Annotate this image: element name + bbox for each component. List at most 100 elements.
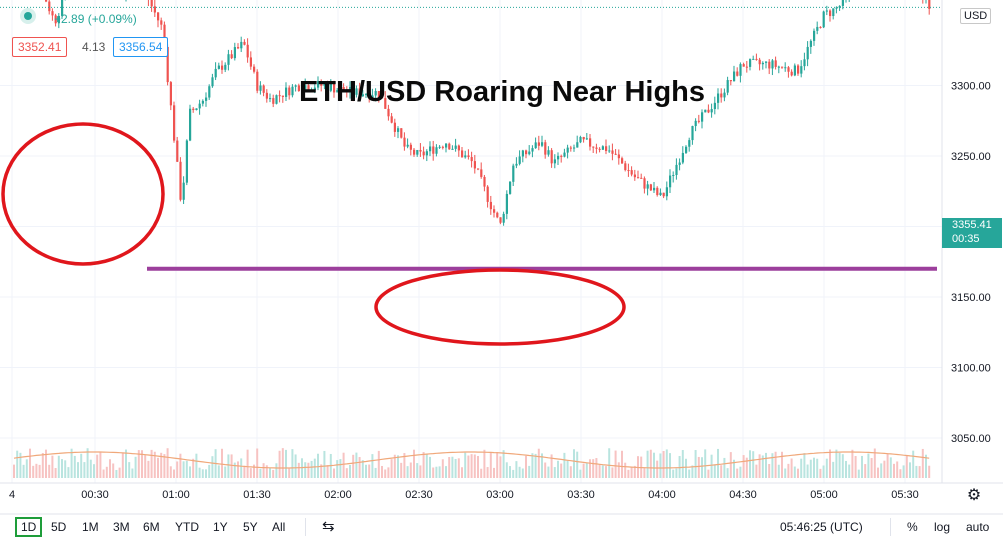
candle-body bbox=[592, 146, 595, 148]
volume-bar bbox=[451, 456, 454, 478]
volume-bar bbox=[793, 466, 796, 478]
candle-body bbox=[470, 157, 473, 162]
volume-bar bbox=[51, 455, 54, 478]
volume-bar bbox=[281, 448, 284, 478]
utc-clock[interactable]: 05:46:25 (UTC) bbox=[780, 520, 863, 534]
currency-label[interactable]: USD bbox=[960, 8, 992, 24]
volume-bar bbox=[422, 452, 425, 478]
volume-bar bbox=[768, 464, 771, 478]
volume-bar bbox=[86, 448, 89, 478]
log-toggle[interactable]: log bbox=[934, 520, 951, 534]
separator bbox=[890, 518, 891, 536]
candle-body bbox=[675, 164, 678, 176]
candle-body bbox=[445, 143, 448, 148]
timeframe-1d[interactable]: 1D bbox=[15, 517, 43, 537]
volume-bar bbox=[390, 459, 393, 478]
volume-bar bbox=[915, 465, 918, 478]
date-range-icon[interactable]: ⇆ bbox=[322, 518, 335, 535]
volume-bar bbox=[627, 469, 630, 478]
candle-body bbox=[566, 147, 569, 153]
candle-body bbox=[649, 184, 652, 191]
candle-body bbox=[742, 64, 745, 67]
volume-bar bbox=[528, 465, 531, 478]
candle-body bbox=[217, 65, 220, 69]
candle-body bbox=[573, 147, 576, 149]
timeframe-1m[interactable]: 1M bbox=[82, 520, 99, 534]
volume-bar bbox=[61, 459, 63, 478]
volume-bar bbox=[35, 463, 38, 478]
candle-body bbox=[374, 91, 377, 96]
candle-body bbox=[547, 150, 550, 155]
timeframe-all[interactable]: All bbox=[272, 520, 286, 534]
volume-bar bbox=[691, 465, 694, 478]
volume-bar bbox=[646, 450, 649, 478]
ask-price-box[interactable]: 3356.54 bbox=[113, 37, 169, 57]
volume-bar bbox=[685, 458, 687, 478]
volume-bar bbox=[179, 453, 182, 478]
candle-body bbox=[710, 109, 713, 113]
candle-body bbox=[569, 147, 572, 149]
volume-bar bbox=[253, 464, 255, 478]
volume-bar bbox=[249, 468, 252, 478]
x-tick-label: 05:30 bbox=[891, 489, 919, 501]
volume-bar bbox=[749, 450, 751, 478]
volume-bar bbox=[665, 449, 668, 478]
timeframe-5y[interactable]: 5Y bbox=[243, 520, 258, 534]
volume-bar bbox=[118, 467, 121, 478]
candle-body bbox=[448, 143, 451, 150]
candle-body bbox=[576, 142, 579, 148]
volume-bar bbox=[272, 469, 275, 478]
timeframe-5d[interactable]: 5D bbox=[51, 520, 67, 534]
volume-bar bbox=[291, 449, 294, 478]
volume-bar bbox=[429, 456, 431, 478]
volume-bar bbox=[265, 465, 268, 478]
candle-body bbox=[329, 83, 332, 91]
candle-body bbox=[377, 91, 380, 98]
x-tick-label: 03:30 bbox=[567, 489, 595, 501]
candle-body bbox=[806, 46, 809, 60]
candle-body bbox=[678, 162, 681, 165]
candle-body bbox=[262, 85, 265, 93]
candle-body bbox=[320, 81, 323, 86]
annotation-circle-left bbox=[1, 122, 165, 266]
candle-body bbox=[601, 146, 604, 150]
timeframe-3m[interactable]: 3M bbox=[113, 520, 130, 534]
volume-bar bbox=[928, 465, 931, 478]
volume-bar bbox=[339, 459, 342, 478]
volume-bar bbox=[800, 458, 803, 478]
candle-body bbox=[221, 65, 224, 70]
candle-body bbox=[685, 146, 688, 153]
volume-bar bbox=[893, 463, 895, 478]
volume-bar bbox=[221, 448, 223, 478]
bid-price-box[interactable]: 3352.41 bbox=[12, 37, 68, 57]
candle-body bbox=[701, 112, 704, 122]
volume-bar bbox=[496, 452, 499, 478]
candle-body bbox=[582, 137, 585, 140]
percent-toggle[interactable]: % bbox=[907, 520, 918, 534]
volume-bar bbox=[624, 462, 627, 478]
volume-bar bbox=[758, 454, 761, 478]
volume-bar bbox=[742, 455, 745, 478]
candle-body bbox=[272, 98, 275, 104]
auto-toggle[interactable]: auto bbox=[966, 520, 990, 534]
candle-body bbox=[697, 120, 700, 122]
timeframe-ytd[interactable]: YTD bbox=[175, 520, 199, 534]
timeframe-1y[interactable]: 1Y bbox=[213, 520, 228, 534]
volume-bar bbox=[518, 466, 521, 478]
volume-bar bbox=[905, 455, 908, 478]
volume-bar bbox=[169, 466, 172, 478]
volume-bar bbox=[381, 465, 383, 478]
volume-bar bbox=[240, 458, 243, 478]
candle-body bbox=[358, 88, 361, 97]
candle-body bbox=[435, 147, 438, 154]
candle-body bbox=[659, 192, 662, 196]
timeframe-6m[interactable]: 6M bbox=[143, 520, 160, 534]
candle-body bbox=[294, 85, 297, 87]
volume-bar bbox=[576, 451, 579, 478]
volume-bar bbox=[205, 469, 207, 478]
candle-body bbox=[525, 150, 528, 155]
countdown-value: 00:35 bbox=[952, 233, 980, 245]
candle-body bbox=[825, 10, 828, 12]
candle-body bbox=[672, 175, 675, 177]
